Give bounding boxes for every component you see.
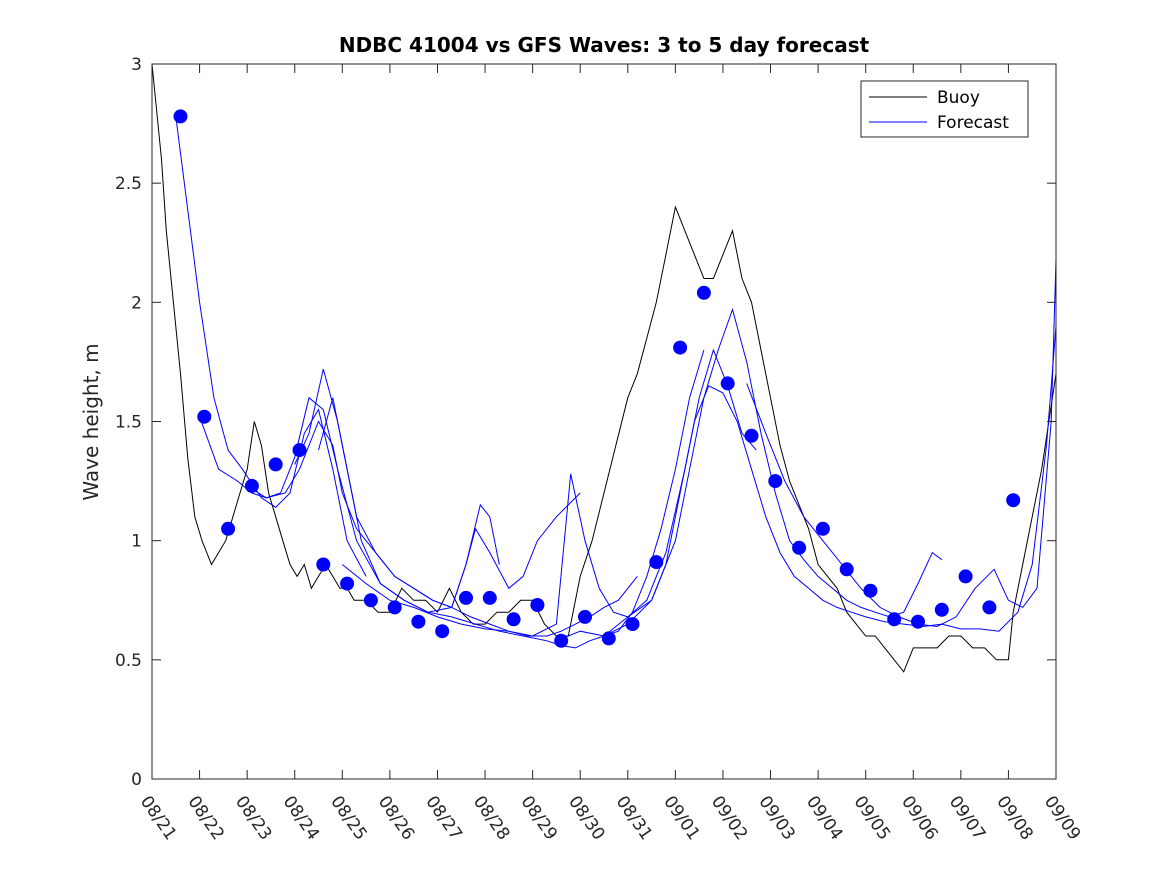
forecast-series-line-8	[603, 326, 1056, 637]
forecast-point	[958, 569, 973, 584]
forecast-point	[673, 340, 688, 355]
y-axis-label: Wave height, m	[79, 343, 103, 500]
forecast-point	[340, 576, 355, 591]
forecast-point	[411, 614, 426, 629]
forecast-point	[887, 612, 902, 627]
forecast-point	[1006, 493, 1021, 508]
legend-forecast-label: Forecast	[937, 113, 1009, 133]
y-tick-label: 2	[131, 293, 142, 313]
forecast-point	[863, 583, 878, 598]
chart-title: NDBC 41004 vs GFS Waves: 3 to 5 day fore…	[339, 33, 870, 57]
forecast-point	[815, 521, 830, 536]
forecast-point	[768, 474, 783, 489]
forecast-point	[696, 285, 711, 300]
forecast-point	[649, 555, 664, 570]
y-tick-label: 3	[131, 55, 142, 75]
legend-buoy-label: Buoy	[937, 88, 980, 108]
legend-box	[860, 80, 1029, 138]
forecast-series-line-6	[341, 348, 757, 637]
forecast-point	[578, 609, 592, 624]
forecast-point	[363, 593, 378, 608]
forecast-point	[625, 617, 640, 632]
forecast-point	[482, 590, 497, 605]
forecast-point	[744, 428, 759, 443]
forecast-point	[839, 562, 854, 577]
y-tick-label: 2.5	[115, 174, 142, 194]
forecast-point	[435, 624, 450, 639]
forecast-point	[268, 457, 283, 472]
forecast-point	[244, 478, 259, 493]
forecast-point	[720, 376, 735, 391]
legend: Buoy Forecast	[860, 80, 1029, 138]
forecast-point	[173, 109, 188, 124]
y-tick-label: 1	[131, 532, 142, 552]
buoy-series-line	[152, 64, 1056, 673]
y-axis: 0 0.5 1 1.5 2 2.5 3	[115, 55, 1056, 790]
forecast-point	[387, 600, 402, 615]
y-tick-label: 0	[131, 770, 142, 790]
forecast-point	[459, 590, 473, 605]
forecast-point	[911, 614, 925, 629]
forecast-point	[292, 443, 307, 458]
forecast-point	[197, 409, 212, 424]
forecast-point	[934, 602, 949, 617]
forecast-point	[601, 631, 616, 646]
plot-area	[152, 64, 1056, 673]
forecast-point	[530, 598, 545, 612]
y-tick-label: 1.5	[115, 413, 142, 433]
forecast-point	[982, 600, 997, 615]
forecast-point	[316, 557, 331, 572]
y-tick-label: 0.5	[115, 651, 142, 671]
forecast-point	[506, 612, 521, 627]
forecast-point	[792, 540, 807, 555]
forecast-point	[221, 521, 236, 536]
forecast-point	[554, 633, 569, 648]
forecast-series-line-1	[175, 116, 367, 577]
